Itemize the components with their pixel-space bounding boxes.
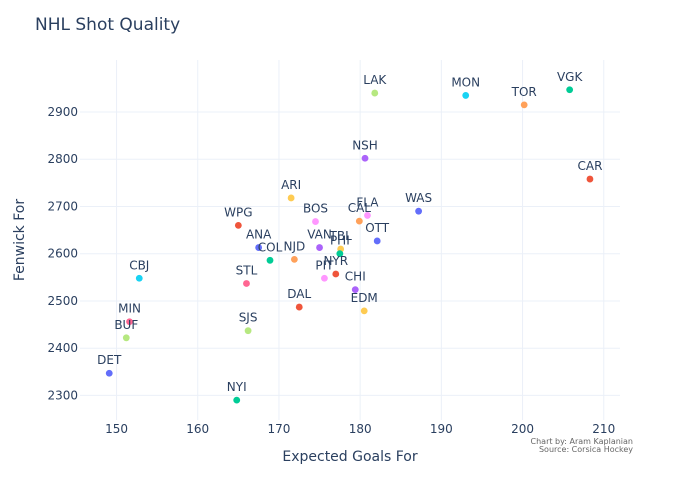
data-point-nyi[interactable] (233, 396, 241, 404)
point-label-nsh: NSH (352, 138, 378, 152)
point-label-mon: MON (451, 75, 480, 89)
point-label-tor: TOR (511, 85, 537, 99)
data-point-vgk[interactable] (566, 86, 574, 94)
point-label-was: WAS (405, 191, 432, 205)
x-tick-label: 190 (430, 422, 453, 436)
data-point-wpg[interactable] (234, 221, 242, 229)
data-point-ott[interactable] (373, 237, 381, 245)
credit-source: Source: Corsica Hockey (539, 445, 633, 454)
x-tick-label: 150 (105, 422, 128, 436)
point-label-lak: LAK (363, 73, 387, 87)
data-point-sjs[interactable] (244, 327, 252, 335)
y-tick-label: 2500 (47, 294, 78, 308)
point-label-vgk: VGK (557, 70, 584, 84)
data-point-det[interactable] (105, 369, 113, 377)
data-point-lak[interactable] (371, 89, 379, 97)
point-label-min: MIN (118, 302, 141, 316)
point-label-ana: ANA (246, 228, 272, 242)
data-point-tor[interactable] (520, 101, 528, 109)
data-point-bos[interactable] (312, 218, 319, 225)
point-label-van: VAN (307, 228, 332, 242)
tick-layer: 150 160 170 180 190 200 210 2300 2400 2500 2600 270… (47, 105, 615, 436)
point-label-col: COL (258, 240, 283, 254)
x-tick-label: 170 (267, 422, 290, 436)
y-axis-title: Fenwick For (12, 199, 28, 281)
data-point-ari[interactable] (287, 194, 295, 202)
point-label-buf: BUF (114, 318, 138, 332)
point-label-edm: EDM (351, 291, 378, 305)
point-label-stl: STL (236, 263, 258, 277)
credit-author: Chart by: Aram Kaplanian (531, 437, 633, 446)
point-label-ott: OTT (365, 221, 390, 235)
y-tick-label: 2400 (47, 341, 78, 355)
chart-title: NHL Shot Quality (35, 15, 180, 35)
point-label-car: CAR (577, 159, 602, 173)
point-label-det: DET (97, 353, 122, 367)
point-label-cbj: CBJ (129, 258, 149, 272)
point-label-cal: CAL (348, 201, 372, 215)
data-point-nsh[interactable] (361, 154, 369, 162)
x-tick-label: 200 (511, 422, 534, 436)
point-label-wpg: WPG (224, 205, 252, 219)
data-point-car[interactable] (586, 175, 594, 183)
y-tick-label: 2900 (47, 105, 78, 119)
data-point-nyr[interactable] (332, 270, 340, 278)
data-point-cbj[interactable] (135, 274, 143, 282)
data-point-dal[interactable] (295, 303, 303, 311)
point-label-chi: CHI (345, 270, 366, 284)
x-tick-label: 180 (349, 422, 372, 436)
x-tick-label: 160 (186, 422, 209, 436)
data-point-was[interactable] (415, 207, 423, 215)
y-tick-label: 2700 (47, 199, 78, 213)
y-tick-label: 2800 (47, 152, 78, 166)
data-point-stl[interactable] (243, 280, 250, 287)
data-point-van[interactable] (316, 244, 323, 251)
point-label-phi: PHI (330, 234, 350, 248)
data-point-pit[interactable] (321, 274, 328, 282)
point-label-fla: FLA (356, 195, 379, 209)
point-label-tbl: TBL (329, 229, 353, 243)
point-label-dal: DAL (287, 287, 311, 301)
data-point-njd[interactable] (290, 255, 298, 263)
point-label-ari: ARI (281, 178, 301, 192)
data-point-min[interactable] (126, 318, 133, 326)
y-tick-label: 2300 (47, 388, 78, 402)
grid-layer (80, 60, 620, 420)
point-label-nyr: NYR (323, 254, 348, 268)
y-tick-label: 2600 (47, 247, 78, 261)
data-point-edm[interactable] (360, 307, 368, 315)
point-layer (105, 86, 594, 404)
point-label-sjs: SJS (239, 311, 258, 325)
data-point-chi[interactable] (351, 286, 359, 294)
data-point-cal[interactable] (355, 217, 363, 225)
data-point-col[interactable] (266, 256, 274, 264)
point-label-pit: PIT (315, 258, 334, 272)
x-axis-title: Expected Goals For (282, 449, 418, 465)
data-point-buf[interactable] (122, 334, 130, 342)
point-label-bos: BOS (303, 202, 328, 216)
point-label-nyi: NYI (227, 380, 247, 394)
data-point-mon[interactable] (462, 92, 470, 99)
data-point-fla[interactable] (364, 212, 371, 219)
point-label-njd: NJD (283, 239, 305, 253)
x-tick-label: 210 (592, 422, 615, 436)
data-point-ana[interactable] (255, 244, 263, 251)
data-point-phi[interactable] (336, 250, 344, 258)
